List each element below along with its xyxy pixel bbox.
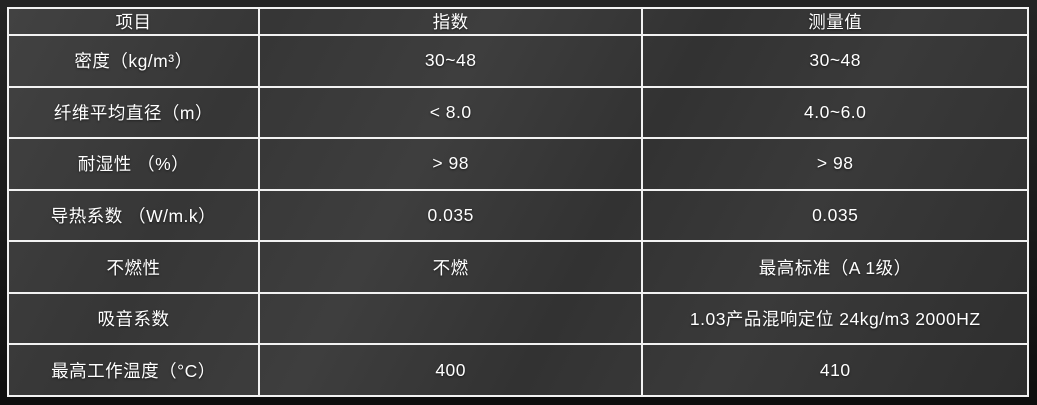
cell-index: 400: [257, 343, 644, 397]
col-header-item: 项目: [7, 7, 260, 36]
table-row: 不燃性 不燃 最高标准（A 1级）: [7, 240, 1029, 294]
cell-measured: 4.0~6.0: [641, 85, 1029, 140]
table-row: 耐湿性 （%） > 98 > 98: [7, 137, 1029, 191]
table-row: 纤维平均直径（m） < 8.0 4.0~6.0: [7, 85, 1029, 140]
table-row: 导热系数 （W/m.k） 0.035 0.035: [7, 188, 1029, 243]
cell-item: 不燃性: [7, 240, 260, 294]
product-spec-table: 项目 指数 测量值 密度（kg/m³） 30~48 30~48 纤维平均直径（m…: [7, 7, 1029, 397]
cell-index: < 8.0: [257, 85, 644, 140]
cell-index: 不燃: [257, 240, 644, 294]
cell-measured: 410: [641, 343, 1029, 397]
table-row: 吸音系数 1.03产品混响定位 24kg/m3 2000HZ: [7, 291, 1029, 346]
cell-item: 耐湿性 （%）: [7, 137, 260, 191]
cell-item: 纤维平均直径（m）: [7, 85, 260, 140]
cell-measured: > 98: [641, 137, 1029, 191]
cell-item: 导热系数 （W/m.k）: [7, 188, 260, 243]
table-row: 密度（kg/m³） 30~48 30~48: [7, 34, 1029, 88]
header-row: 项目 指数 测量值: [7, 7, 1029, 36]
cell-index: 0.035: [257, 188, 644, 243]
table-row: 最高工作温度（°C） 400 410: [7, 343, 1029, 397]
col-header-measured: 测量值: [641, 7, 1029, 36]
cell-measured: 30~48: [641, 34, 1029, 88]
cell-item: 吸音系数: [7, 291, 260, 346]
cell-item: 密度（kg/m³）: [7, 34, 260, 88]
cell-measured: 1.03产品混响定位 24kg/m3 2000HZ: [641, 291, 1029, 346]
cell-measured: 0.035: [641, 188, 1029, 243]
cell-measured: 最高标准（A 1级）: [641, 240, 1029, 294]
cell-item: 最高工作温度（°C）: [7, 343, 260, 397]
col-header-index: 指数: [257, 7, 644, 36]
cell-index: 30~48: [257, 34, 644, 88]
cell-index: [257, 291, 644, 346]
cell-index: > 98: [257, 137, 644, 191]
